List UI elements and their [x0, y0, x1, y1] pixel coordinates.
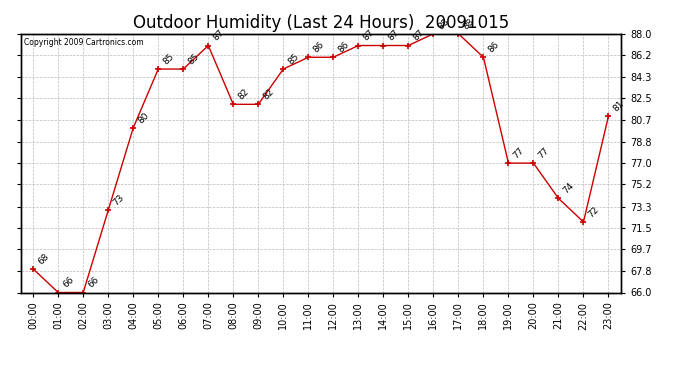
Text: 68: 68	[36, 252, 50, 266]
Text: 81: 81	[611, 99, 626, 113]
Text: 87: 87	[361, 28, 375, 43]
Text: 82: 82	[236, 87, 250, 102]
Title: Outdoor Humidity (Last 24 Hours)  20091015: Outdoor Humidity (Last 24 Hours) 2009101…	[132, 14, 509, 32]
Text: 88: 88	[461, 16, 475, 31]
Text: Copyright 2009 Cartronics.com: Copyright 2009 Cartronics.com	[23, 38, 144, 46]
Text: 85: 85	[186, 52, 201, 66]
Text: 66: 66	[61, 275, 75, 290]
Text: 77: 77	[511, 146, 526, 160]
Text: 87: 87	[211, 28, 226, 43]
Text: 74: 74	[561, 181, 575, 196]
Text: 87: 87	[386, 28, 401, 43]
Text: 80: 80	[136, 111, 150, 125]
Text: 77: 77	[536, 146, 551, 160]
Text: 86: 86	[336, 40, 351, 54]
Text: 66: 66	[86, 275, 101, 290]
Text: 86: 86	[311, 40, 326, 54]
Text: 87: 87	[411, 28, 426, 43]
Text: 72: 72	[586, 205, 601, 219]
Text: 85: 85	[161, 52, 175, 66]
Text: 73: 73	[111, 193, 126, 207]
Text: 86: 86	[486, 40, 501, 54]
Text: 88: 88	[436, 16, 451, 31]
Text: 82: 82	[261, 87, 275, 102]
Text: 85: 85	[286, 52, 301, 66]
